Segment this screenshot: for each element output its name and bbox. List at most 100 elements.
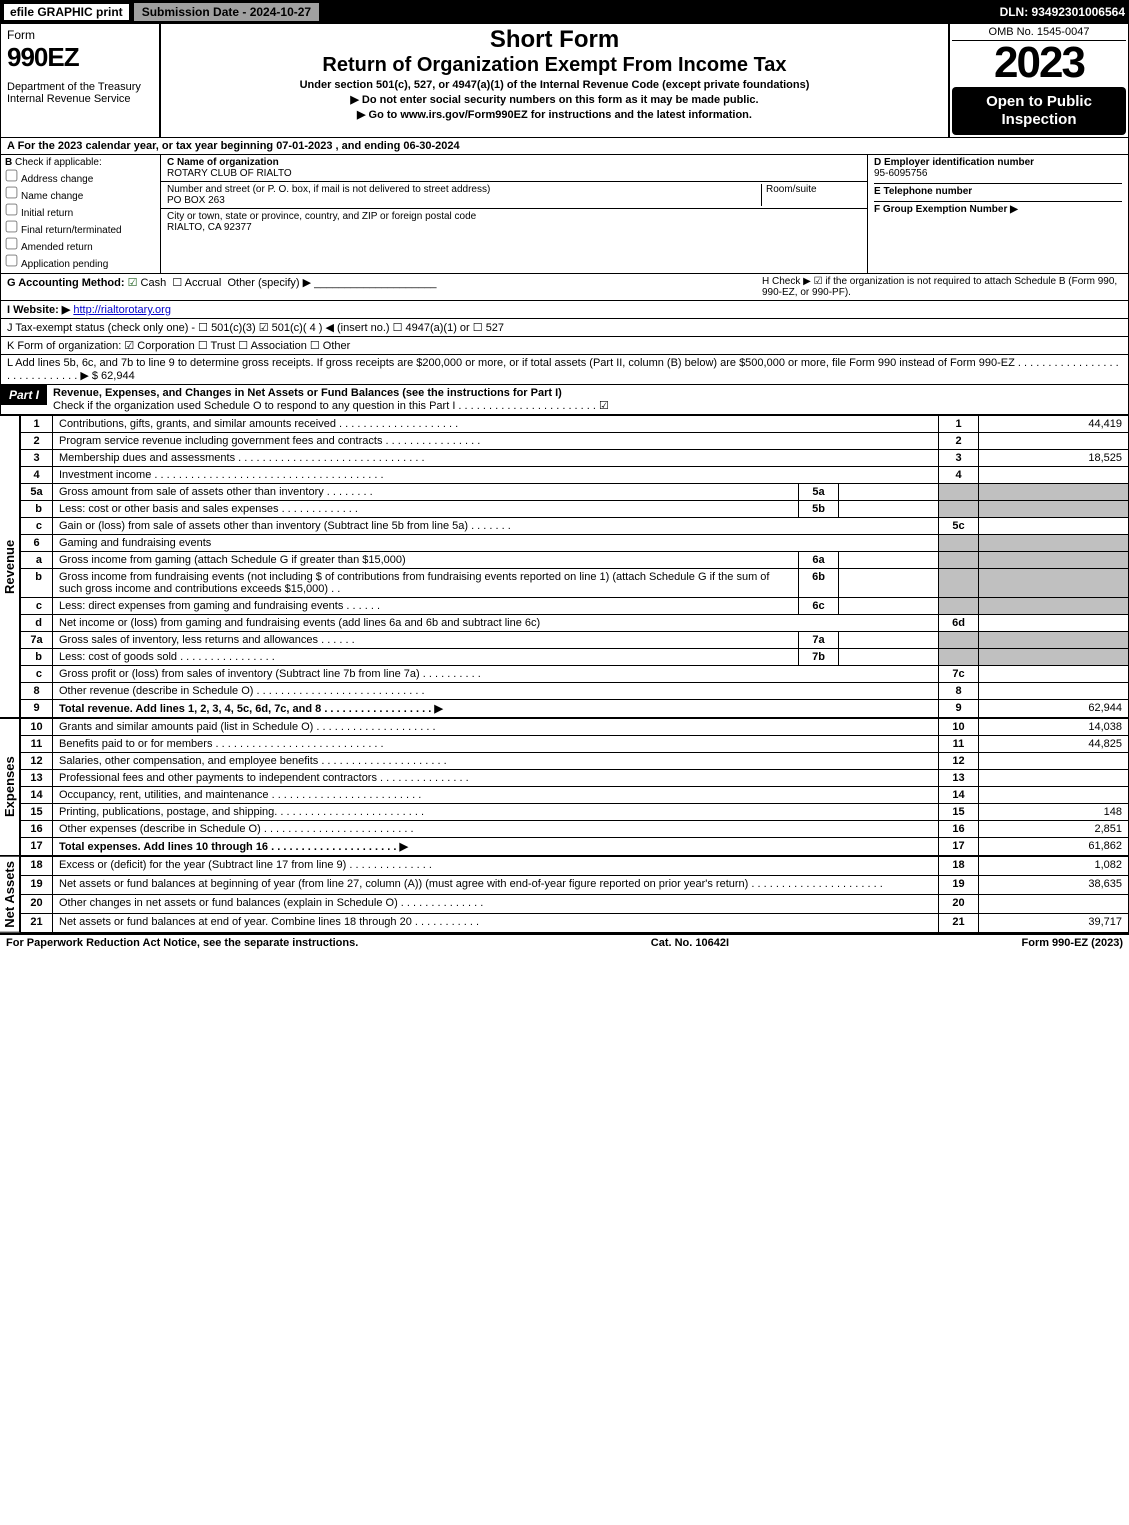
chk-pending[interactable]: Application pending bbox=[5, 254, 156, 270]
checkbox-icon[interactable] bbox=[6, 187, 18, 199]
section-k: K Form of organization: ☑ Corporation ☐ … bbox=[0, 337, 1129, 355]
addr-cell: Number and street (or P. O. box, if mail… bbox=[161, 182, 867, 209]
netassets-section: Net Assets 18Excess or (deficit) for the… bbox=[0, 856, 1129, 933]
section-i: I Website: ▶ http://rialtorotary.org bbox=[0, 301, 1129, 319]
form-label: Form bbox=[7, 28, 153, 42]
tax-year: 2023 bbox=[952, 41, 1126, 85]
line-18: 18Excess or (deficit) for the year (Subt… bbox=[21, 857, 1129, 876]
part1-label: Part I bbox=[1, 385, 47, 405]
topbar-left: efile GRAPHIC print Submission Date - 20… bbox=[4, 2, 320, 22]
header-left: Form 990EZ Department of the Treasury In… bbox=[1, 24, 161, 137]
footer: For Paperwork Reduction Act Notice, see … bbox=[0, 933, 1129, 951]
cash-check bbox=[128, 277, 141, 289]
checkbox-icon[interactable] bbox=[6, 221, 18, 233]
org-name-cell: C Name of organization ROTARY CLUB OF RI… bbox=[161, 155, 867, 182]
line-10: 10Grants and similar amounts paid (list … bbox=[21, 719, 1129, 736]
header-center: Short Form Return of Organization Exempt… bbox=[161, 24, 948, 137]
line-8: 8Other revenue (describe in Schedule O) … bbox=[21, 683, 1129, 700]
submission-date: Submission Date - 2024-10-27 bbox=[133, 2, 320, 22]
line-2: 2Program service revenue including gover… bbox=[21, 433, 1129, 450]
line-21: 21Net assets or fund balances at end of … bbox=[21, 913, 1129, 932]
instr-ssn: ▶ Do not enter social security numbers o… bbox=[169, 93, 940, 106]
chk-final[interactable]: Final return/terminated bbox=[5, 220, 156, 236]
gross-receipts: 62,944 bbox=[101, 370, 135, 382]
city-lbl: City or town, state or province, country… bbox=[167, 211, 476, 222]
c-name-lbl: C Name of organization bbox=[167, 157, 279, 168]
line-5b: bLess: cost or other basis and sales exp… bbox=[21, 501, 1129, 518]
line-9: 9Total revenue. Add lines 1, 2, 3, 4, 5c… bbox=[21, 700, 1129, 718]
footer-right: Form 990-EZ (2023) bbox=[1022, 937, 1123, 949]
section-c: C Name of organization ROTARY CLUB OF RI… bbox=[161, 155, 868, 273]
room-lbl: Room/suite bbox=[761, 184, 861, 206]
dept: Department of the Treasury bbox=[7, 81, 153, 93]
line-6b: bGross income from fundraising events (n… bbox=[21, 569, 1129, 598]
vlabel-expenses: Expenses bbox=[0, 718, 20, 856]
checkbox-icon[interactable] bbox=[6, 238, 18, 250]
line-7a: 7aGross sales of inventory, less returns… bbox=[21, 632, 1129, 649]
line-20: 20Other changes in net assets or fund ba… bbox=[21, 894, 1129, 913]
accrual-check bbox=[172, 277, 184, 289]
line-19: 19Net assets or fund balances at beginni… bbox=[21, 875, 1129, 894]
form-number: 990EZ bbox=[7, 42, 153, 73]
dln: DLN: 93492301006564 bbox=[1000, 5, 1125, 19]
efile-tag: efile GRAPHIC print bbox=[4, 4, 129, 20]
addr: PO BOX 263 bbox=[167, 195, 225, 206]
footer-center: Cat. No. 10642I bbox=[651, 937, 729, 949]
instr-link: ▶ Go to www.irs.gov/Form990EZ for instru… bbox=[169, 108, 940, 121]
section-h: H Check ▶ ☑ if the organization is not r… bbox=[762, 276, 1122, 298]
line-5a: 5aGross amount from sale of assets other… bbox=[21, 484, 1129, 501]
section-def: D Employer identification number 95-6095… bbox=[868, 155, 1128, 273]
return-title: Return of Organization Exempt From Incom… bbox=[169, 54, 940, 77]
grp-lbl: F Group Exemption Number ▶ bbox=[874, 204, 1018, 215]
city: RIALTO, CA 92377 bbox=[167, 222, 252, 233]
netassets-table: 18Excess or (deficit) for the year (Subt… bbox=[20, 856, 1129, 933]
section-g: G Accounting Method: Cash Accrual Other … bbox=[7, 276, 437, 298]
short-form: Short Form bbox=[169, 26, 940, 54]
checkbox-icon[interactable] bbox=[6, 204, 18, 216]
ein-lbl: D Employer identification number bbox=[874, 157, 1034, 168]
vlabel-netassets: Net Assets bbox=[0, 856, 20, 933]
city-cell: City or town, state or province, country… bbox=[161, 209, 867, 235]
tel-lbl: E Telephone number bbox=[874, 186, 972, 197]
irs: Internal Revenue Service bbox=[7, 93, 153, 105]
ein: 95-6095756 bbox=[874, 168, 927, 179]
checkbox-icon[interactable] bbox=[6, 255, 18, 267]
form-header: Form 990EZ Department of the Treasury In… bbox=[0, 24, 1129, 138]
website-link[interactable]: http://rialtorotary.org bbox=[73, 304, 171, 316]
topbar: efile GRAPHIC print Submission Date - 20… bbox=[0, 0, 1129, 24]
line-12: 12Salaries, other compensation, and empl… bbox=[21, 753, 1129, 770]
section-gh: G Accounting Method: Cash Accrual Other … bbox=[0, 274, 1129, 301]
part1-check: Check if the organization used Schedule … bbox=[53, 400, 609, 412]
addr-lbl: Number and street (or P. O. box, if mail… bbox=[167, 184, 490, 195]
chk-initial[interactable]: Initial return bbox=[5, 203, 156, 219]
b-label: Check if applicable: bbox=[15, 157, 102, 168]
section-j: J Tax-exempt status (check only one) - ☐… bbox=[0, 319, 1129, 337]
header-right: OMB No. 1545-0047 2023 Open to Public In… bbox=[948, 24, 1128, 137]
footer-left: For Paperwork Reduction Act Notice, see … bbox=[6, 937, 358, 949]
open-public: Open to Public Inspection bbox=[952, 87, 1126, 135]
checkbox-icon[interactable] bbox=[6, 170, 18, 182]
vlabel-revenue: Revenue bbox=[0, 415, 20, 718]
line-14: 14Occupancy, rent, utilities, and mainte… bbox=[21, 787, 1129, 804]
revenue-section: Revenue 1Contributions, gifts, grants, a… bbox=[0, 415, 1129, 718]
line-3: 3Membership dues and assessments . . . .… bbox=[21, 450, 1129, 467]
chk-address[interactable]: Address change bbox=[5, 169, 156, 185]
line-6c: cLess: direct expenses from gaming and f… bbox=[21, 598, 1129, 615]
info-grid: B Check if applicable: Address change Na… bbox=[0, 155, 1129, 274]
chk-name[interactable]: Name change bbox=[5, 186, 156, 202]
expenses-table: 10Grants and similar amounts paid (list … bbox=[20, 718, 1129, 856]
section-a: A For the 2023 calendar year, or tax yea… bbox=[0, 138, 1129, 155]
line-7b: bLess: cost of goods sold . . . . . . . … bbox=[21, 649, 1129, 666]
section-b: B Check if applicable: Address change Na… bbox=[1, 155, 161, 273]
line-4: 4Investment income . . . . . . . . . . .… bbox=[21, 467, 1129, 484]
chk-amended[interactable]: Amended return bbox=[5, 237, 156, 253]
line-6d: dNet income or (loss) from gaming and fu… bbox=[21, 615, 1129, 632]
revenue-table: 1Contributions, gifts, grants, and simil… bbox=[20, 415, 1129, 718]
part1-header-row: Part I Revenue, Expenses, and Changes in… bbox=[0, 385, 1129, 415]
line-7c: cGross profit or (loss) from sales of in… bbox=[21, 666, 1129, 683]
line-15: 15Printing, publications, postage, and s… bbox=[21, 804, 1129, 821]
org-name: ROTARY CLUB OF RIALTO bbox=[167, 168, 292, 179]
line-1: 1Contributions, gifts, grants, and simil… bbox=[21, 416, 1129, 433]
subtitle: Under section 501(c), 527, or 4947(a)(1)… bbox=[169, 79, 940, 91]
line-6a: aGross income from gaming (attach Schedu… bbox=[21, 552, 1129, 569]
